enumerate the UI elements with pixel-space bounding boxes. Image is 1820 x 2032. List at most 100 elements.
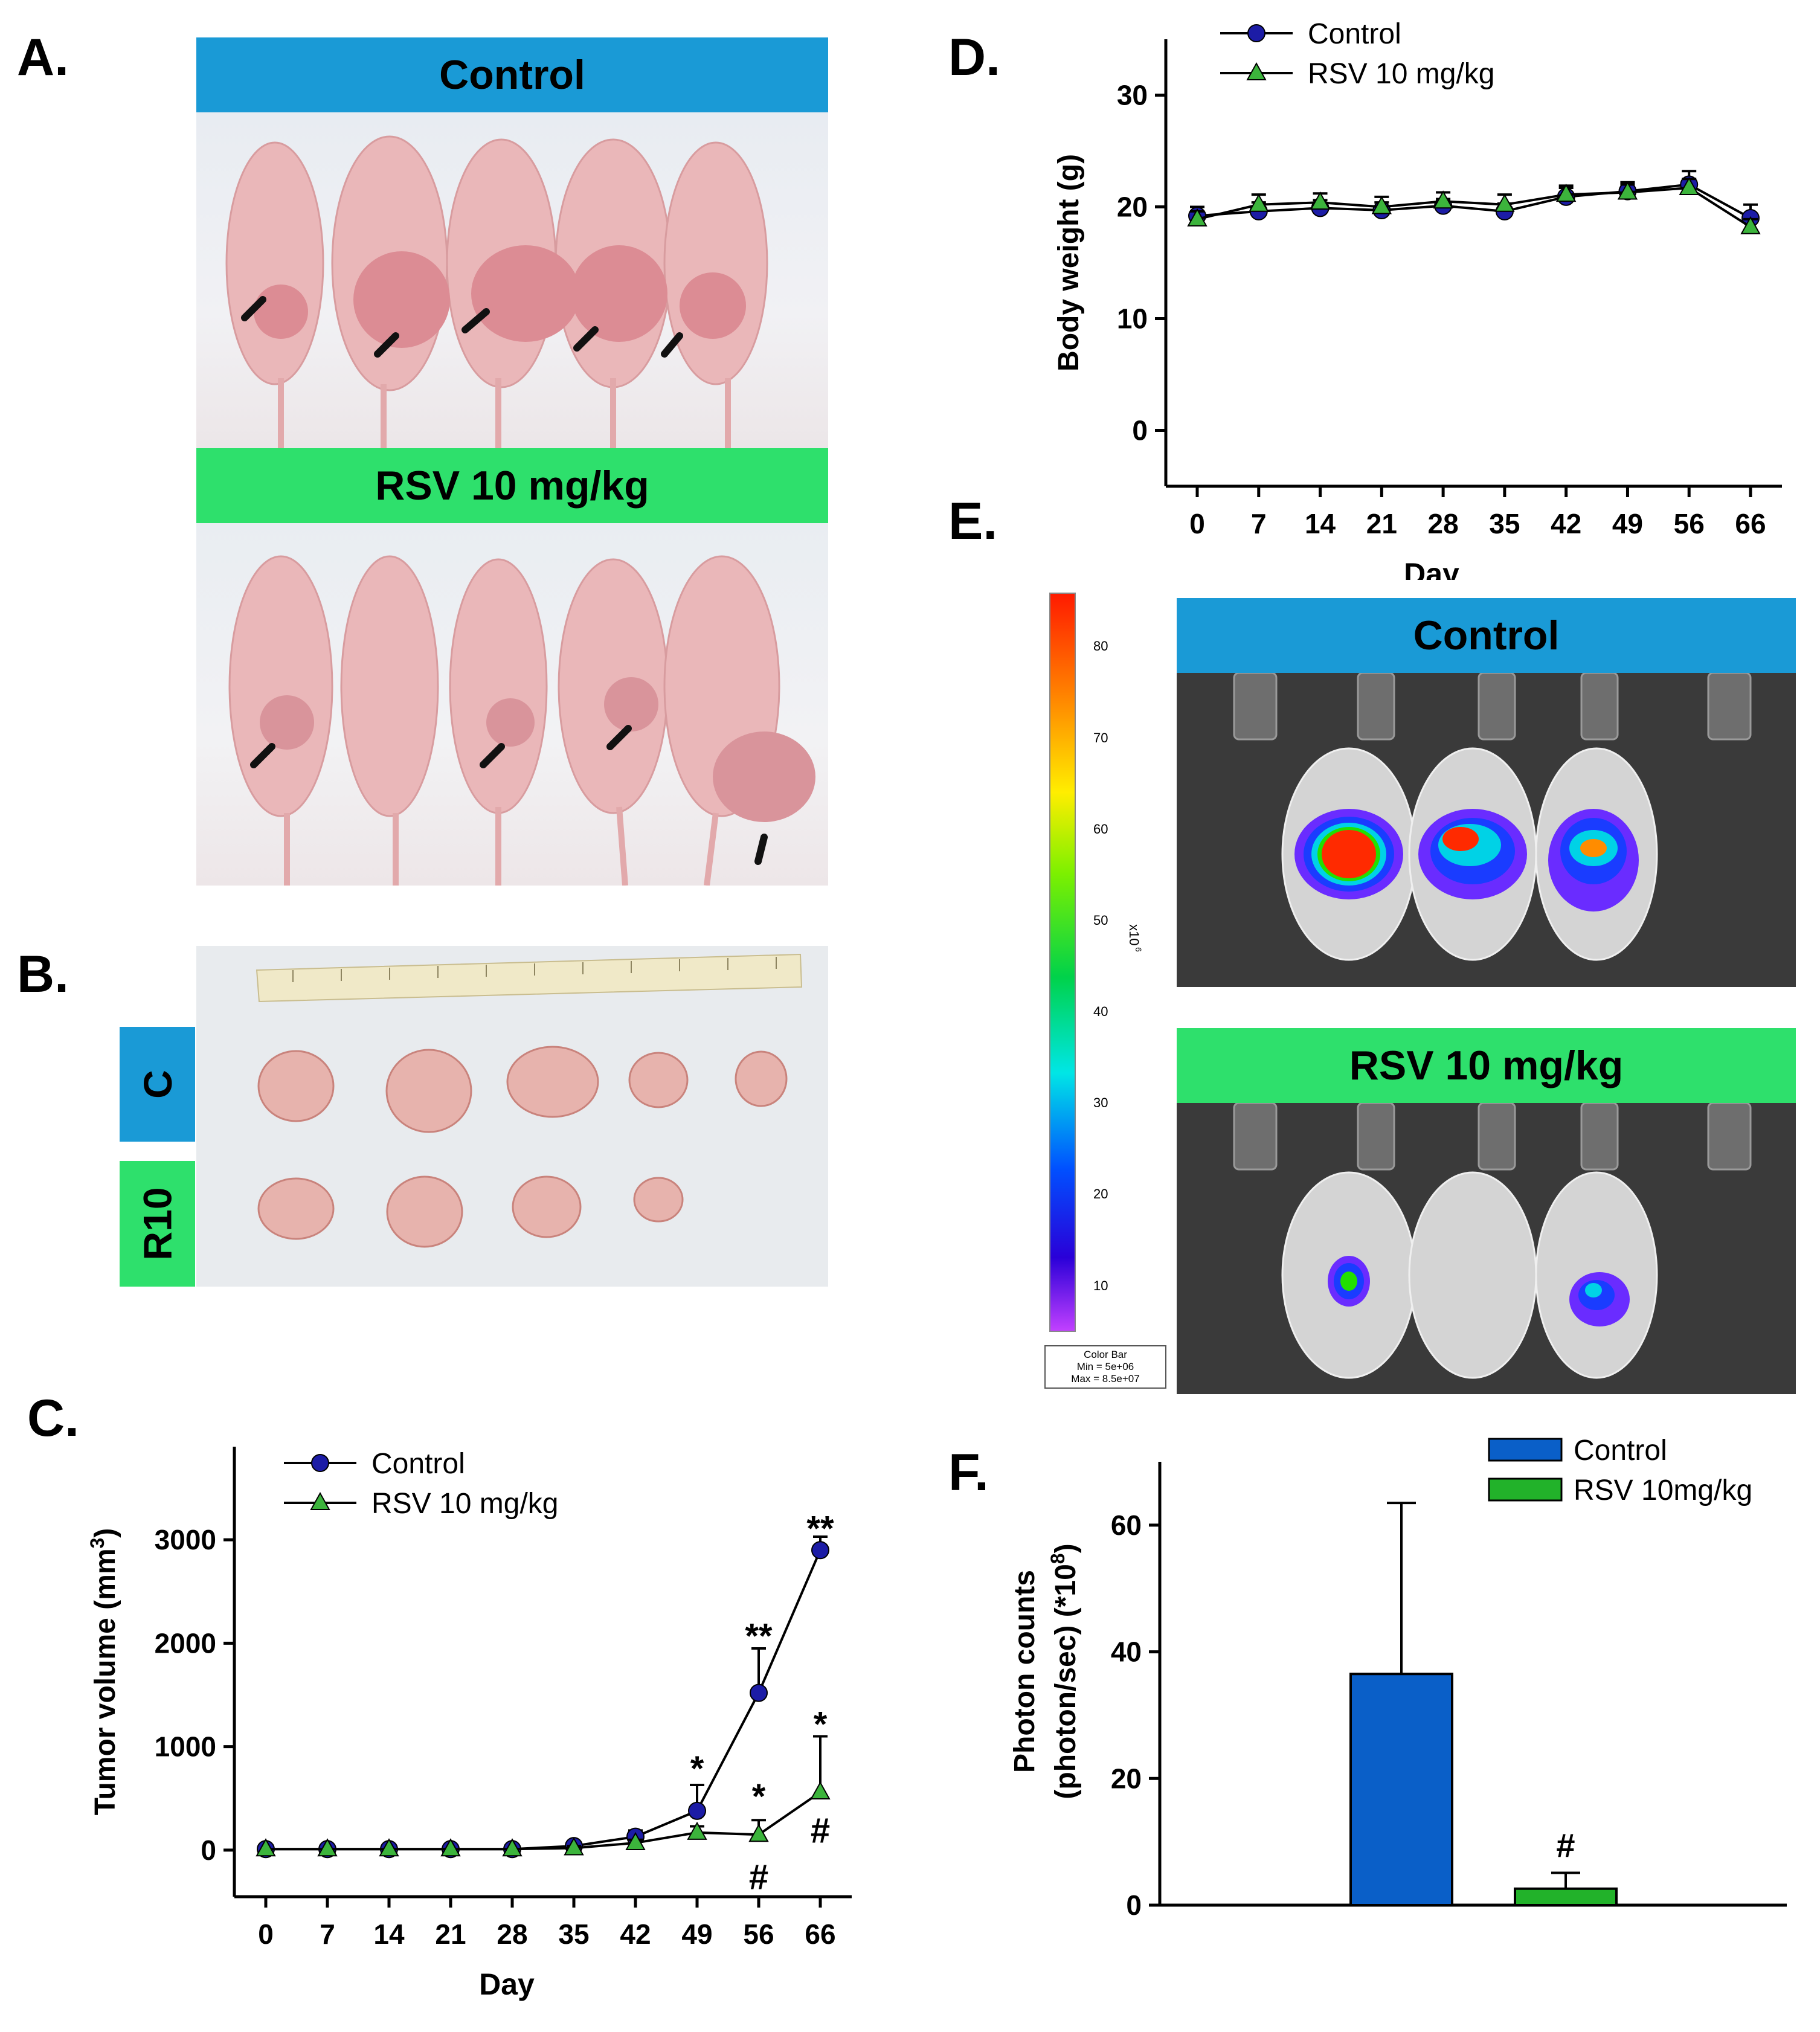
data-point [317, 1838, 338, 1857]
data-point [440, 1838, 461, 1857]
panel-c-letter: C. [27, 1389, 79, 1447]
x-tick-label: 28 [1428, 508, 1459, 539]
data-point [564, 1837, 584, 1856]
legend-swatch-rsv [1488, 1477, 1563, 1502]
y-tick-label: 1000 [155, 1731, 216, 1763]
data-point [256, 1838, 276, 1857]
y-tick-label: 0 [1126, 1889, 1142, 1921]
ruler-icon [256, 953, 803, 1003]
panel-e-letter: E. [948, 492, 998, 550]
y-tick-label: 0 [1132, 415, 1148, 446]
svg-text:x10: x10 [1127, 924, 1142, 945]
x-tick-label: 7 [1251, 508, 1267, 539]
rsv-signal-1 [1328, 1256, 1370, 1307]
x-tick-label: 14 [1305, 508, 1336, 539]
series-control [257, 1535, 829, 1859]
data-point [379, 1838, 399, 1857]
significance-mark: # [749, 1858, 768, 1897]
y-axis-title-line2: (photon/sec) (*108) [1047, 1543, 1082, 1799]
legend-label-rsv: RSV 10mg/kg [1574, 1474, 1752, 1506]
x-axis-title: Day [479, 1967, 535, 2001]
panel-f-letter: F. [948, 1444, 989, 1502]
bar-control [1349, 1673, 1453, 1906]
y-tick-label: 2000 [155, 1627, 216, 1659]
x-tick-label: 49 [681, 1918, 712, 1950]
photon-counts-chart: 0 20 40 60 Photon counts (photon/sec) (*108) #… [1009, 1435, 1787, 1921]
y-axis-title: Body weight (g) [1053, 154, 1085, 371]
legend-label-control: Control [371, 1448, 465, 1480]
bioluminescence-color-bar: 10 20 30 40 50 60 70 80 x10 6 Color Bar … [1044, 593, 1166, 1389]
colorbar-tick-80: 80 [1093, 638, 1108, 654]
colorbar-legend-max: Max = 8.5e+07 [1071, 1373, 1139, 1384]
data-point [625, 1831, 646, 1850]
legend-label-rsv: RSV 10 mg/kg [371, 1488, 558, 1520]
tumor-volume-chart: 0 1000 2000 3000 0 7 14 21 28 35 42 49 56 66 Day Tumor … [86, 1447, 852, 2001]
significance-mark: # [1556, 1827, 1575, 1865]
significance-mark: * [814, 1705, 828, 1744]
significance-mark: * [752, 1777, 766, 1816]
panel-b-label-rsv: R10 [120, 1161, 195, 1287]
colorbar-tick-10: 10 [1093, 1278, 1108, 1293]
panel-a-banner-control: Control [196, 37, 828, 112]
data-point [1371, 196, 1392, 214]
y-tick-label: 40 [1111, 1636, 1142, 1668]
colorbar-legend-box [1044, 1345, 1166, 1389]
data-point [750, 1683, 768, 1702]
significance-mark: ** [806, 1510, 834, 1549]
x-tick-label: 28 [497, 1918, 527, 1950]
data-point [810, 1781, 831, 1800]
series-line [1197, 183, 1751, 219]
data-point [1433, 190, 1453, 209]
control-signal-3 [1548, 809, 1639, 912]
series-line [266, 1549, 822, 1851]
x-tick-label: 42 [1551, 508, 1581, 539]
panel-b-tumors-photo [196, 946, 828, 1287]
data-point [748, 1824, 769, 1842]
colorbar-tick-50: 50 [1093, 913, 1108, 928]
data-point [688, 1801, 706, 1820]
x-tick-label: 49 [1612, 508, 1643, 539]
rsv-mice-illustration [228, 555, 815, 886]
x-tick-label: 7 [320, 1918, 335, 1950]
legend-swatch-control [1488, 1438, 1563, 1462]
data-point [1310, 191, 1331, 210]
data-point [1494, 193, 1515, 212]
colorbar-legend-title: Color Bar [1084, 1349, 1127, 1360]
y-tick-label: 20 [1111, 1763, 1142, 1794]
y-tick-label: 60 [1111, 1510, 1142, 1541]
series-rsv [1187, 176, 1761, 234]
y-tick-label: 10 [1117, 303, 1148, 335]
x-tick-label: 35 [558, 1918, 589, 1950]
panel-a-banner-rsv: RSV 10 mg/kg [196, 448, 828, 523]
control-mice-illustration [225, 135, 768, 448]
colorbar-legend-min: Min = 5e+06 [1077, 1361, 1134, 1372]
x-tick-label: 21 [1366, 508, 1397, 539]
y-tick-label: 0 [201, 1834, 216, 1866]
tumors-illustration [256, 953, 803, 1248]
control-ivis-illustration [1233, 673, 1752, 961]
panel-e-banner-rsv: RSV 10 mg/kg [1177, 1028, 1796, 1103]
bar-rsv [1514, 1887, 1618, 1906]
x-tick-label: 0 [1189, 508, 1205, 539]
legend-label-control: Control [1574, 1435, 1667, 1467]
significance-mark: # [811, 1812, 830, 1851]
colorbar-tick-40: 40 [1093, 1004, 1108, 1019]
panel-b-label-control: C [120, 1027, 195, 1142]
y-axis-title: Tumor volume (mm3) [86, 1528, 121, 1816]
x-tick-label: 42 [620, 1918, 651, 1950]
panel-e-banner-control: Control [1177, 598, 1796, 673]
x-tick-label: 0 [258, 1918, 274, 1950]
panel-d-letter: D. [948, 28, 1000, 86]
legend-marker-control [1247, 24, 1265, 42]
series-rsv [256, 1735, 831, 1857]
data-point [811, 1541, 829, 1560]
y-tick-label: 30 [1117, 80, 1148, 111]
data-point [502, 1838, 523, 1857]
panel-a-rsv-mice-photo [196, 523, 828, 886]
significance-mark: * [690, 1749, 704, 1789]
legend-label-rsv: RSV 10 mg/kg [1308, 58, 1494, 90]
colorbar-tick-30: 30 [1093, 1095, 1108, 1110]
panel-b-label-r10-text: R10 [135, 1187, 180, 1261]
rsv-signal-2 [1569, 1272, 1630, 1326]
data-point [1187, 208, 1207, 227]
